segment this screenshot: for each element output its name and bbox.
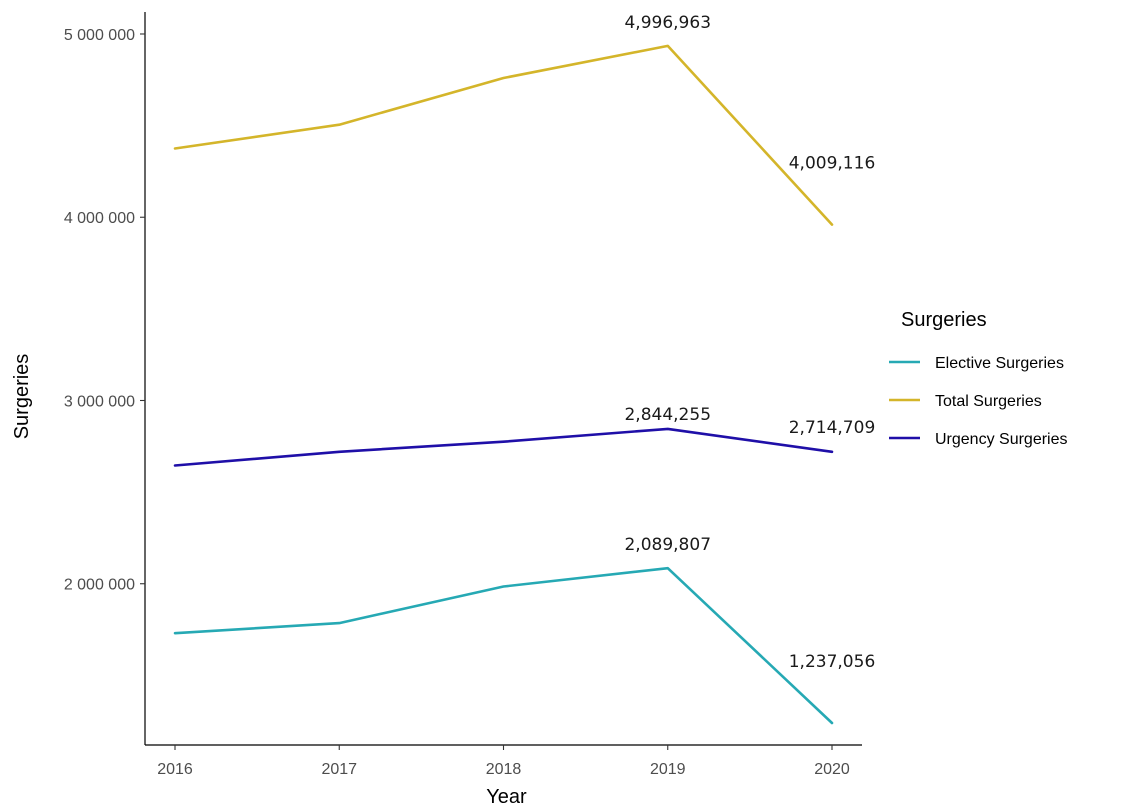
x-tick-label: 2016 (157, 761, 193, 778)
series-line-total-surgeries (173, 44, 834, 226)
legend-entry-label: Elective Surgeries (935, 355, 1064, 372)
data-label: 2,089,807 (624, 535, 711, 555)
data-label: 2,844,255 (624, 405, 711, 425)
series-line-urgency-surgeries (173, 427, 834, 467)
chart-axes (144, 12, 862, 746)
x-tick-label: 2017 (321, 761, 357, 778)
data-label: 4,996,963 (624, 13, 711, 33)
y-axis-title: Surgeries (11, 354, 33, 440)
x-tick-label: 2019 (650, 761, 686, 778)
legend: Surgeries Elective Surgeries Total Surger… (889, 309, 1068, 448)
x-axis-title: Year (486, 786, 527, 808)
data-label: 2,714,709 (789, 418, 876, 438)
x-tick-label: 2020 (814, 761, 850, 778)
y-axis-ticks: 2 000 000 3 000 000 4 000 000 5 000 000 (64, 27, 145, 594)
y-tick-label: 5 000 000 (64, 27, 135, 44)
data-labels: 4,996,963 4,009,116 2,844,255 2,714,709 2,08… (624, 13, 875, 672)
legend-items: Elective Surgeries Total Surgeries Urgency… (889, 355, 1068, 448)
series-lines (173, 44, 834, 725)
legend-title: Surgeries (901, 309, 987, 331)
y-tick-label: 2 000 000 (64, 577, 135, 594)
y-tick-label: 3 000 000 (64, 393, 135, 410)
data-label: 4,009,116 (789, 154, 876, 174)
y-tick-label: 4 000 000 (64, 210, 135, 227)
series-line-elective-surgeries (173, 566, 834, 725)
legend-entry-label: Urgency Surgeries (935, 431, 1068, 448)
data-label: 1,237,056 (789, 652, 876, 672)
x-axis-ticks: 2016 2017 2018 2019 2020 (157, 745, 850, 778)
x-tick-label: 2018 (486, 761, 522, 778)
legend-entry-label: Total Surgeries (935, 393, 1042, 410)
